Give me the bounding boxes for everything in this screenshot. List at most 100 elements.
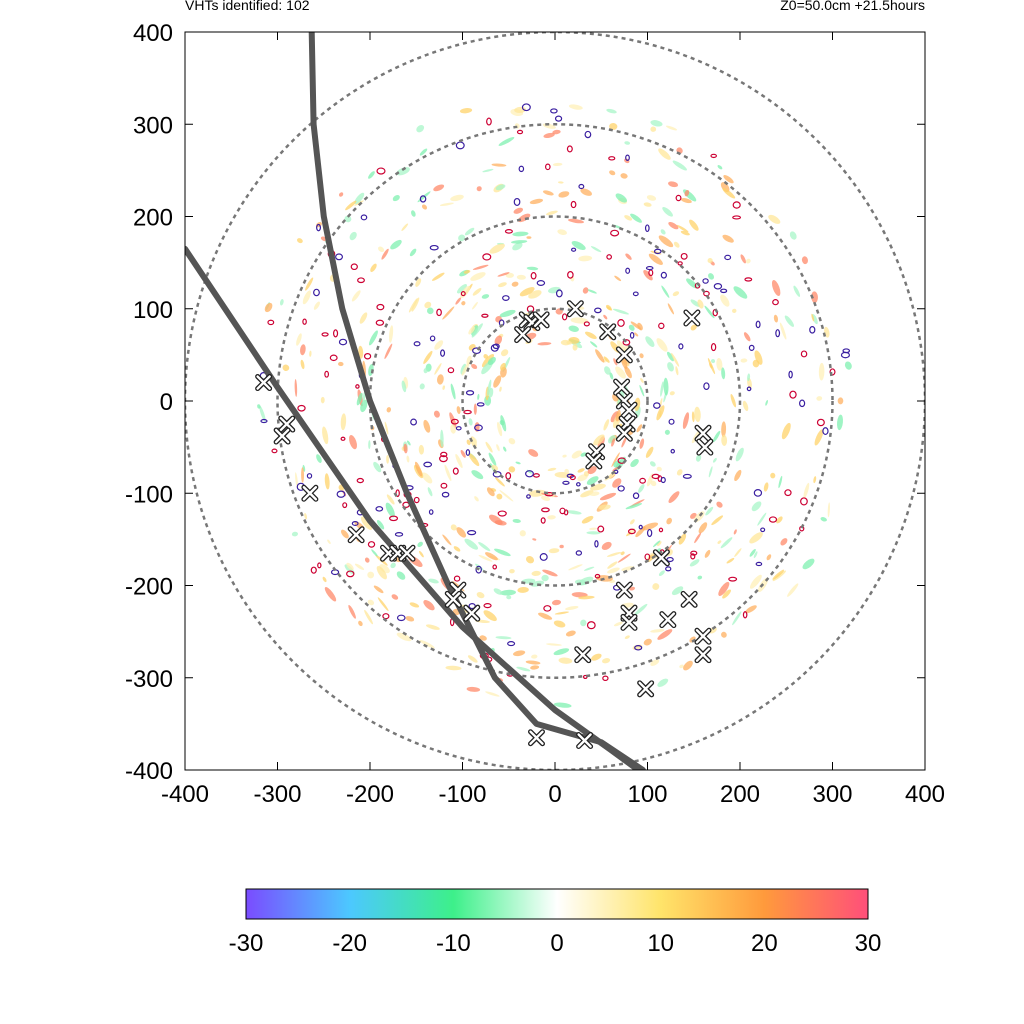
vorticity-contour [447, 367, 455, 374]
field-blob [499, 309, 516, 318]
field-blob [625, 253, 632, 260]
field-blob [349, 231, 357, 241]
field-blob [603, 314, 608, 320]
vorticity-contour [428, 509, 434, 515]
vorticity-contour [490, 344, 499, 352]
field-blob [590, 246, 602, 253]
vorticity-contour [746, 386, 752, 392]
vht-marker [694, 424, 712, 442]
field-blob [704, 305, 715, 319]
field-blob [650, 659, 660, 666]
vht-marker [255, 374, 273, 392]
vorticity-contour [575, 550, 583, 556]
vorticity-contour [360, 214, 368, 221]
field-blob [466, 439, 471, 446]
field-blob [548, 548, 560, 554]
vorticity-contour [606, 254, 613, 260]
field-blob [801, 256, 808, 265]
field-blob [525, 660, 541, 665]
field-blob [291, 531, 299, 537]
field-blob [818, 362, 825, 381]
colorbar-tick-label: -20 [332, 930, 367, 957]
vorticity-contour [483, 603, 492, 609]
vorticity-contour [439, 455, 448, 463]
field-blob [354, 192, 365, 205]
field-blob [766, 554, 772, 561]
vorticity-contour [497, 510, 507, 517]
field-blob [568, 564, 583, 571]
field-blob [749, 548, 756, 557]
vorticity-contour [732, 215, 742, 220]
field-blob [356, 392, 363, 406]
vorticity-contour [297, 404, 306, 412]
field-blob [650, 480, 657, 487]
field-blob [553, 702, 572, 708]
vorticity-contour [465, 449, 471, 456]
vorticity-contour [690, 553, 696, 560]
vht-marker [652, 549, 670, 567]
y-tick-label: 400 [133, 20, 173, 47]
field-blob [425, 624, 440, 630]
field-blob [496, 444, 500, 452]
field-blob [753, 551, 758, 559]
field-blob [603, 356, 610, 363]
vorticity-contour [690, 550, 698, 556]
field-blob [474, 496, 479, 502]
vorticity-contour [526, 494, 531, 499]
field-blob [732, 308, 737, 314]
vorticity-contour [410, 418, 417, 426]
field-blob [472, 288, 482, 296]
vorticity-contour [271, 448, 278, 454]
vorticity-contour [453, 575, 461, 582]
field-blob [392, 195, 400, 202]
vorticity-contour [665, 566, 672, 572]
field-blob [508, 437, 516, 445]
colorbar-tick-label: -10 [436, 930, 471, 957]
field-blob [495, 184, 506, 191]
field-blob [460, 363, 467, 375]
field-blob [423, 419, 431, 433]
field-blob [648, 253, 663, 265]
vorticity-contour [382, 613, 390, 620]
field-blob [416, 124, 425, 133]
field-blob [645, 336, 655, 347]
field-blob [371, 549, 378, 557]
vorticity-contour [530, 272, 537, 280]
vorticity-contour [333, 329, 339, 338]
field-blob [691, 411, 695, 423]
field-blob [497, 272, 510, 277]
vorticity-contour [351, 521, 359, 526]
field-blob [707, 257, 713, 264]
field-blob [721, 421, 727, 438]
vorticity-contour [617, 319, 625, 327]
vorticity-contour [472, 347, 482, 355]
field-blob [672, 160, 687, 171]
field-blob [487, 379, 492, 396]
field-blob [634, 603, 648, 616]
vorticity-contour [486, 117, 492, 126]
vorticity-contour [724, 254, 732, 261]
field-blob [617, 553, 631, 563]
field-blob [733, 529, 737, 535]
field-blob [624, 366, 632, 379]
field-blob [468, 418, 473, 426]
field-blob [667, 303, 674, 315]
x-tick-label: -400 [161, 781, 209, 808]
field-blob [675, 366, 679, 376]
field-blob [488, 452, 497, 466]
field-blob [296, 238, 303, 244]
field-blob [639, 438, 645, 449]
field-blob [720, 537, 733, 549]
field-blob [360, 399, 368, 413]
field-blob [615, 193, 627, 203]
field-blob [770, 472, 776, 479]
field-blob [577, 468, 585, 473]
y-tick-label: -300 [125, 666, 173, 693]
field-blob [813, 476, 817, 484]
field-blob [559, 544, 564, 549]
field-blob [470, 272, 486, 281]
field-blob [811, 313, 815, 322]
vorticity-contour [476, 402, 485, 407]
field-blob [313, 301, 320, 310]
field-blob [432, 272, 445, 281]
